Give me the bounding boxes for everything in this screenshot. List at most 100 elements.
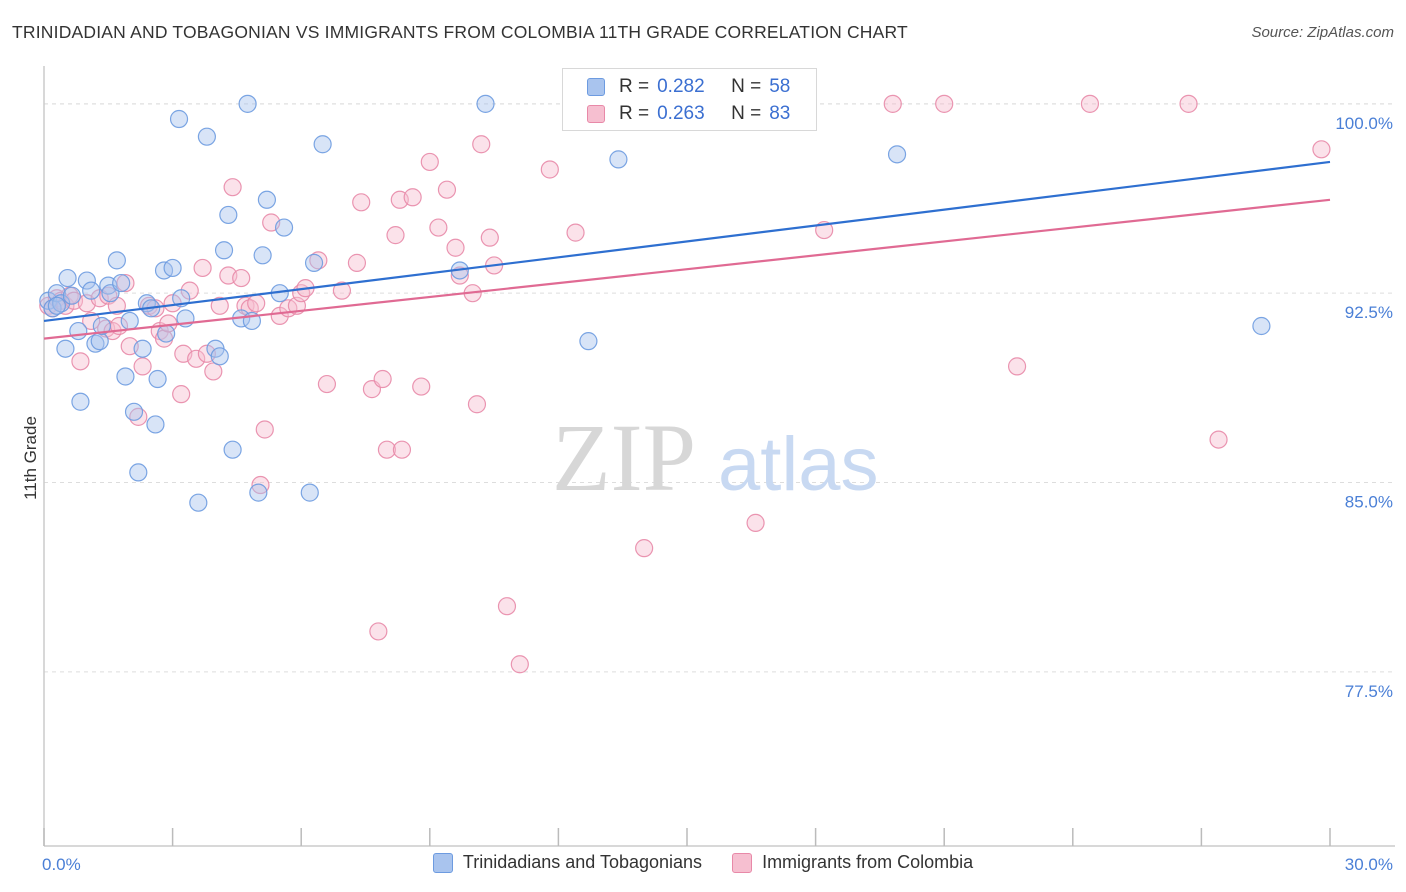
point-trinidad <box>274 218 294 237</box>
point-colombia <box>635 539 654 558</box>
point-trinidad <box>304 253 324 272</box>
point-trinidad <box>210 347 229 366</box>
point-colombia <box>133 357 152 376</box>
series-trinidad-points <box>39 94 1271 512</box>
legend-item-colombia[interactable]: Immigrants from Colombia <box>732 852 973 873</box>
trend-line-colombia <box>43 198 1331 340</box>
point-trinidad <box>56 339 75 358</box>
point-trinidad <box>579 332 598 351</box>
point-trinidad <box>189 493 208 512</box>
legend-n-value: 58 <box>769 76 791 97</box>
y-tick-label: 92.5% <box>1345 303 1393 322</box>
legend-swatch-pink <box>587 105 605 123</box>
point-colombia <box>1007 357 1027 376</box>
point-trinidad <box>129 463 148 482</box>
point-trinidad <box>214 241 234 260</box>
point-colombia <box>347 253 367 272</box>
legend-row-trinidad: R = 0.282 N = 58 <box>587 75 790 99</box>
watermark-atlas: atlas <box>718 422 879 507</box>
point-trinidad <box>47 284 66 303</box>
point-colombia <box>369 622 388 641</box>
point-colombia <box>746 513 765 532</box>
point-colombia <box>1209 430 1228 449</box>
legend-swatch-blue <box>432 852 453 873</box>
point-trinidad <box>82 281 101 300</box>
point-trinidad <box>116 367 135 386</box>
point-trinidad <box>58 268 77 288</box>
legend-swatch-pink <box>732 852 753 873</box>
point-colombia <box>480 228 499 247</box>
point-colombia <box>467 395 487 414</box>
point-trinidad <box>313 135 332 154</box>
gridlines <box>44 103 1395 673</box>
point-colombia <box>247 294 266 313</box>
point-colombia <box>935 94 954 113</box>
trend-line-trinidad <box>43 160 1331 323</box>
point-colombia <box>232 268 251 288</box>
point-colombia <box>193 258 212 278</box>
point-colombia <box>472 135 491 154</box>
point-trinidad <box>1252 316 1271 336</box>
point-colombia <box>510 655 529 674</box>
point-trinidad <box>92 316 111 336</box>
point-trinidad <box>71 392 90 411</box>
point-trinidad <box>609 150 628 169</box>
point-colombia <box>446 238 465 257</box>
legend-r-value: 0.282 <box>657 76 705 97</box>
point-colombia <box>255 420 274 439</box>
trend-lines <box>43 160 1331 340</box>
point-trinidad <box>120 311 139 331</box>
point-colombia <box>352 193 371 212</box>
point-trinidad <box>169 109 189 129</box>
point-colombia <box>1080 94 1100 113</box>
legend-n-label: N = <box>731 76 762 97</box>
point-colombia <box>497 597 517 616</box>
legend-n-value: 83 <box>769 103 791 124</box>
source-label: Source: ZipAtlas.com <box>1251 24 1394 41</box>
point-trinidad <box>47 296 66 315</box>
point-colombia <box>1179 94 1198 113</box>
point-trinidad <box>146 415 165 434</box>
point-colombia <box>386 226 405 245</box>
point-trinidad <box>77 271 96 290</box>
point-trinidad <box>887 145 907 164</box>
point-trinidad <box>219 205 238 225</box>
legend-item-trinidad[interactable]: Trinidadians and Tobagonians <box>432 852 703 873</box>
point-colombia <box>412 377 431 396</box>
point-colombia <box>450 266 469 285</box>
point-colombia <box>1312 140 1331 159</box>
x-tick-label: 30.0% <box>1345 855 1393 874</box>
legend-n-label: N = <box>731 103 762 124</box>
point-trinidad <box>133 339 152 358</box>
axes <box>43 66 1395 847</box>
point-colombia <box>566 223 585 242</box>
point-colombia <box>373 369 392 389</box>
y-tick-label: 77.5% <box>1345 682 1393 701</box>
point-trinidad <box>238 94 257 113</box>
point-colombia <box>392 440 412 459</box>
legend-r-label: R = <box>619 103 650 124</box>
watermark-zip: ZIP <box>552 404 696 511</box>
point-colombia <box>223 178 242 197</box>
legend-r-label: R = <box>619 76 650 97</box>
legend-swatch-blue <box>587 78 605 96</box>
y-tick-label: 100.0% <box>1335 114 1393 133</box>
stats-legend: R = 0.282 N = 58 R = 0.263 N = 83 <box>562 68 817 131</box>
point-colombia <box>251 475 270 495</box>
point-trinidad <box>124 402 144 421</box>
legend-label-trinidad: Trinidadians and Tobagonians <box>462 852 703 872</box>
tick-labels: 100.0% 92.5% 85.0% 77.5% 0.0% 30.0% <box>42 114 1393 874</box>
point-trinidad <box>62 286 81 305</box>
x-tick-label: 0.0% <box>42 855 81 874</box>
point-colombia <box>540 160 559 179</box>
point-trinidad <box>476 94 495 113</box>
point-colombia <box>71 352 90 371</box>
point-colombia <box>420 152 439 172</box>
point-colombia <box>429 218 448 237</box>
point-colombia <box>437 180 457 199</box>
point-trinidad <box>163 258 182 278</box>
point-colombia <box>403 188 422 207</box>
point-colombia <box>187 349 206 368</box>
point-colombia <box>317 374 337 394</box>
